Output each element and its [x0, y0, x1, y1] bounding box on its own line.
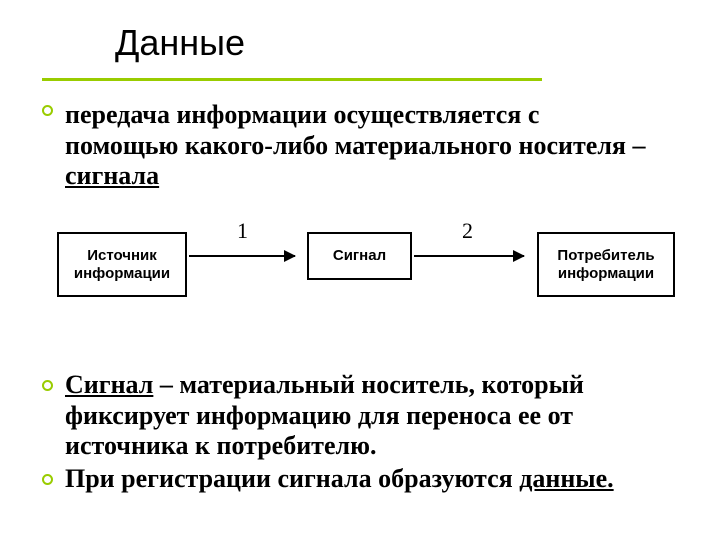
bullet-icon [42, 380, 53, 391]
intro-underlined: сигнала [65, 161, 159, 190]
bullet-icon [42, 105, 53, 116]
arrow-2 [414, 255, 524, 257]
definitions: Сигнал – материальный носитель, который … [65, 370, 665, 497]
flow-diagram: Источник информации 1 Сигнал 2 Потребите… [57, 210, 677, 320]
arrow-1-label: 1 [237, 218, 248, 244]
definition-1: Сигнал – материальный носитель, который … [65, 370, 665, 462]
def1-lead: Сигнал [65, 370, 153, 399]
def2-tail: данные. [519, 464, 613, 493]
intro-pre: передача информации осуществляется с пом… [65, 100, 645, 160]
node-consumer: Потребитель информации [537, 232, 675, 297]
intro-text: передача информации осуществляется с пом… [65, 100, 655, 192]
bullet-icon [42, 474, 53, 485]
node-signal: Сигнал [307, 232, 412, 280]
accent-bar [42, 78, 542, 81]
arrow-2-label: 2 [462, 218, 473, 244]
node-source: Источник информации [57, 232, 187, 297]
definition-2: При регистрации сигнала образуются данны… [65, 464, 665, 495]
slide-title: Данные [115, 22, 245, 64]
def2-rest: При регистрации сигнала образуются [65, 464, 519, 493]
arrow-1 [189, 255, 295, 257]
